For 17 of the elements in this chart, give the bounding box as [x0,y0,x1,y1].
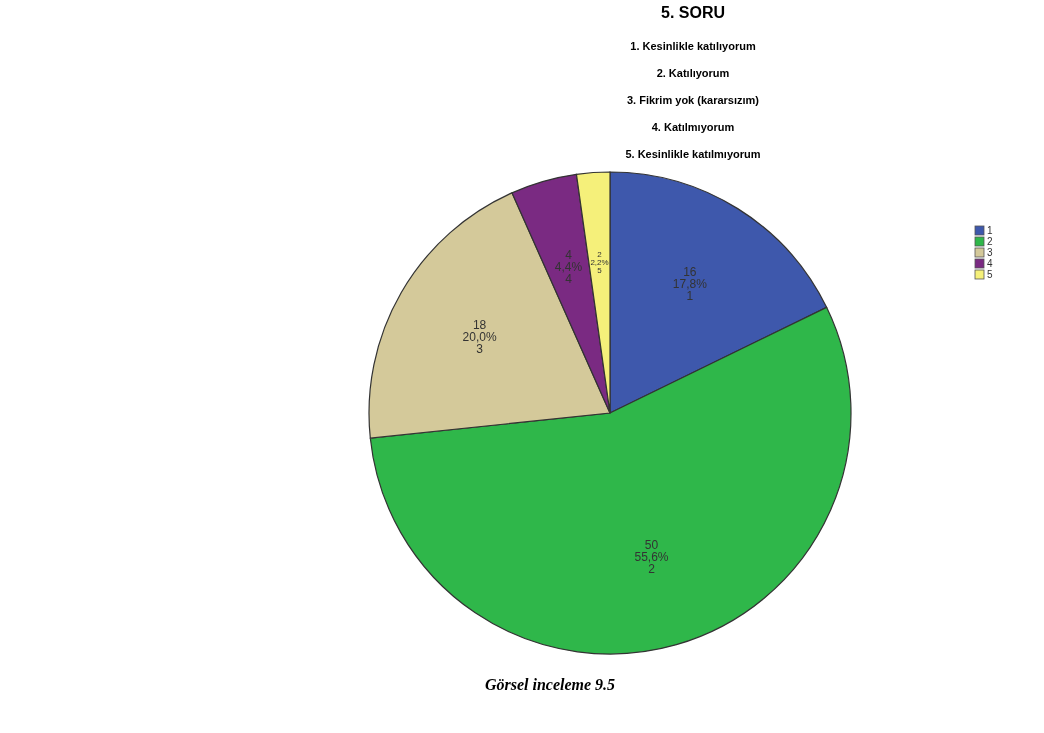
legend-label: 1 [987,225,993,236]
data-label: 4 4,4% 4 [554,248,583,287]
text: 5. Kesinlikle katılmıyorum [625,148,761,160]
data-label: 50 55,6% 2 [634,537,669,576]
data-label: 2 2,2% 5 [590,249,609,275]
data-label: 16 17,8% 1 [672,265,708,304]
text: 3. Fikrim yok (kararsızım) [626,94,760,106]
legend-label: 5 [987,269,993,280]
legend-label: 2 [987,236,993,247]
legend-label: 4 [987,258,993,269]
chart-title: 5. SORU [660,4,726,21]
text: Görsel inceleme 9.5 [484,676,616,693]
text: 1. Kesinlikle katılıyorum [630,40,756,52]
text: 4. Katılmıyorum [651,121,735,133]
data-label: 18 20,0% 3 [462,317,497,356]
text: 2. Katılıyorum [656,67,730,79]
legend-label: 3 [987,247,993,258]
